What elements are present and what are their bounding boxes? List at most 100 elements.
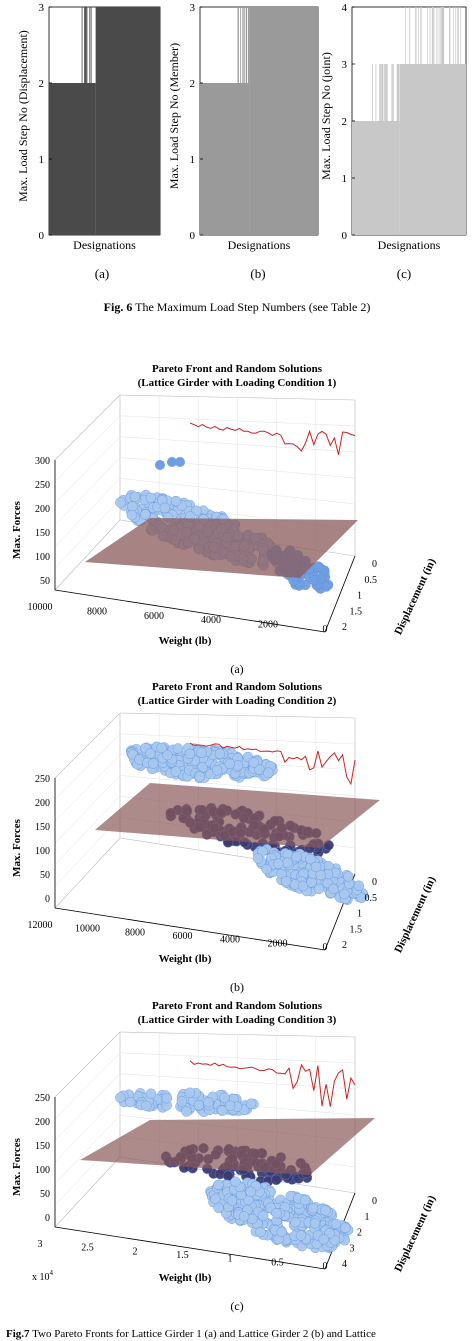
fig7-x-tick-label: 0 [323,942,328,953]
fig7-y-tick-label: 0 [372,877,377,888]
fig7-x-tick-label: 12000 [28,920,53,931]
fig7-x-tick-label: 8000 [87,606,107,617]
fig7-panel-2: Pareto Front and Random Solutions (Lattic… [11,681,438,994]
fig7-x-axis-label: Weight (lb) [159,1272,212,1284]
fig6-x-axis-label: Designations [228,238,291,252]
fig7-y-tick-label: 0 [372,1196,377,1207]
fig7-y-tick-label: 0.5 [365,575,378,586]
fig7-title-line-1: Pareto Front and Random Solutions [152,681,323,693]
fig7-panel-label: (b) [230,980,244,994]
fig7-z-tick-label: 200 [35,798,50,809]
fig7-x-tick-label: 6000 [144,611,164,622]
fig6-spike-bars [81,7,118,83]
fig7-reference-plane [85,518,358,578]
fig6-bars-level-low [49,83,96,235]
fig6-ytick-label: 3 [342,59,348,71]
fig6-caption-text: The Maximum Load Step Numbers (see Table… [132,300,370,314]
fig6-panel-3: 0 1 2 3 4 Max. Load Step No (joint) Designatio… [319,2,467,281]
fig7-reference-plane [80,1118,375,1175]
fig6-spike-bars [237,7,271,83]
fig7-x-tick-label: 2 [133,1246,138,1257]
fig7-z-tick-label: 200 [35,1117,50,1128]
fig7-y-tick-label: 0.5 [365,893,378,904]
fig6-ytick-label: 3 [190,2,196,14]
fig6-bars-level-high [249,7,318,235]
fig7-z-tick-label: 100 [35,552,50,563]
fig7-y-tick-label: 0 [372,559,377,570]
fig7-x-axis-line [54,589,326,633]
fig7-z-tick-label: 50 [40,870,50,881]
fig7-panel-1: Pareto Front and Random Solutions (Lattic… [11,363,438,676]
fig7-z-tick-label: 150 [35,822,50,833]
fig6-panel-2: 0 1 2 3 Max. Load Step No (Member) Designatio… [167,2,319,281]
fig7-caption-text: Two Pareto Fronts for Lattice Girder 1 (… [30,1328,376,1340]
fig7-panel-label: (c) [230,1299,243,1313]
fig7-title-line-1: Pareto Front and Random Solutions [152,1000,323,1012]
fig7-z-tick-label: 0 [45,894,50,905]
fig7-y-tick-label: 1 [357,909,362,920]
fig6-ytick-label: 3 [39,2,45,14]
fig6-caption-number: Fig. 6 [104,300,133,314]
fig7-x-axis-line [54,1226,326,1270]
fig7-z-tick-label: 250 [35,1093,50,1104]
fig7-random-solutions [115,1087,354,1254]
fig7-y-tick-label: 2 [357,1228,362,1239]
fig7-y-tick-label: 1.5 [350,606,363,617]
fig6-ytick-label: 1 [342,173,348,185]
fig6-caption: Fig. 6 The Maximum Load Step Numbers (se… [104,300,371,314]
fig6-bars-level-high [399,64,466,235]
fig7-reference-plane [95,783,380,848]
fig6-bars-level-low [200,83,250,235]
fig6-ytick-label: 0 [342,230,348,242]
fig6-y-axis-label: Max. Load Step No (Displacement) [16,30,30,202]
fig7-y-axis-label: Displacement (in) [392,1193,438,1273]
fig7-x-tick-label: 0.5 [271,1257,284,1268]
fig7-x-tick-label: 2000 [268,938,288,949]
fig7-x-axis-line [54,907,326,951]
fig7-pareto-front [189,742,356,786]
fig6-x-axis-label: Designations [73,238,136,252]
fig7-x-tick-label: 10000 [75,924,100,935]
fig7-y-tick-label: 4 [342,1259,347,1270]
fig6-ytick-label: 2 [39,78,45,90]
fig6-bars-level-high [95,7,160,235]
fig6-panel-label: (a) [95,266,109,281]
fig6-panel-label: (b) [250,266,265,281]
fig7-z-tick-label: 300 [35,456,50,467]
fig7-title-line-2: (Lattice Girder with Loading Condition 2… [138,695,337,707]
fig7-z-axis-label: Max. Forces [11,500,23,559]
fig7-x-axis-label: Weight (lb) [159,635,212,647]
fig6-x-axis-label: Designations [378,238,441,252]
fig7-panel-label: (a) [230,662,243,676]
fig7-x-tick-label: 0 [323,1261,328,1272]
fig7-x-tick-label: 0 [323,624,328,635]
fig7-title-line-1: Pareto Front and Random Solutions [152,363,323,375]
fig7-y-tick-label: 1 [365,1212,370,1223]
fig7-y-tick-label: 1.5 [350,924,363,935]
fig6-panel-label: (c) [397,266,411,281]
fig7-x-exponent: x 104 [32,1269,54,1283]
fig7-z-tick-label: 250 [35,480,50,491]
fig7-z-tick-label: 150 [35,528,50,539]
fig6-ytick-label: 1 [39,154,45,166]
fig7-y-axis-line [324,555,356,633]
fig7-z-axis-label: Max. Forces [11,1137,23,1196]
fig7-z-tick-label: 0 [45,1213,50,1224]
fig7-x-axis-label: Weight (lb) [159,953,212,965]
fig7-y-tick-label: 2 [342,622,347,633]
fig7-pareto-front [189,1060,356,1107]
fig7-x-tick-label: 4000 [220,935,240,946]
fig7-caption-number: Fig.7 [6,1328,30,1340]
fig6-ytick-label: 2 [342,116,348,128]
fig7-z-tick-label: 200 [35,504,50,515]
fig6-bars-level-low [352,121,400,235]
fig6-ytick-label: 1 [190,154,196,166]
fig6-ytick-label: 4 [342,2,348,14]
fig7-x-tick-label: 2.5 [81,1243,94,1254]
fig7-z-axis-label: Max. Forces [11,818,23,877]
fig7-z-tick-label: 250 [35,774,50,785]
fig7-z-tick-label: 50 [40,1189,50,1200]
fig7-x-tick-label: 6000 [173,931,193,942]
fig7-y-tick-label: 1 [357,591,362,602]
